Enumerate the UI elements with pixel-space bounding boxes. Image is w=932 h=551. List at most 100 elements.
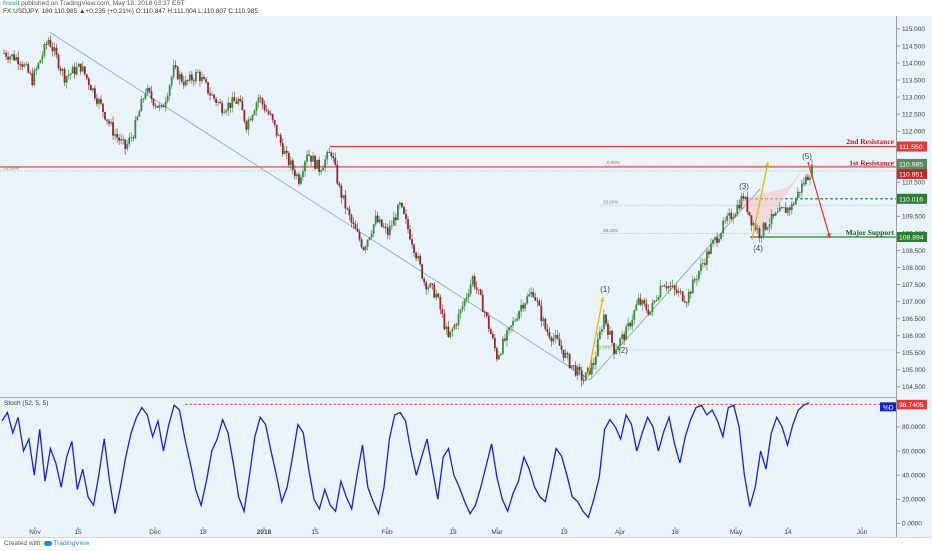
candle-body: [372, 224, 375, 234]
candle-body: [615, 349, 617, 354]
candle-body: [142, 98, 145, 100]
wave1-arrow-head: [600, 297, 605, 302]
candle-body: [522, 304, 525, 309]
time-axis[interactable]: Nov 15 Dec 18 2018 15 Feb 19 Mar 19 Apr 16 May 14 Jun: [29, 527, 868, 536]
candle-body: [700, 263, 702, 272]
candle-body: [362, 247, 365, 251]
candle-body: [443, 313, 446, 330]
resistance-1-label: 1st Resistance: [849, 158, 894, 167]
candle-body: [435, 293, 438, 298]
created-with: Created with TradingView: [4, 540, 90, 547]
candle-body: [180, 73, 183, 82]
candle-body: [588, 367, 591, 375]
candle-body: [209, 93, 211, 96]
candle-body: [718, 238, 720, 243]
candle-body: [190, 74, 193, 81]
candle-body: [689, 291, 692, 294]
price-pane[interactable]: 2nd Resistance 1st Resistance Major Suppor…: [0, 26, 927, 391]
x-tick-label: Nov: [29, 529, 41, 536]
candle-body: [502, 338, 504, 354]
candle-body: [447, 326, 450, 337]
candle-body: [552, 338, 555, 342]
candle-body: [401, 202, 403, 207]
candle-body: [304, 161, 306, 172]
x-tick-label: 15: [311, 529, 319, 536]
candle-body: [736, 204, 739, 215]
projection-arrow-head: [826, 233, 831, 238]
tradingview-brand[interactable]: TradingView: [53, 540, 90, 547]
candle-body: [633, 310, 636, 320]
y-tick-label: 107.000: [902, 299, 926, 306]
y-tick-label: 115.000: [902, 26, 925, 33]
x-tick-label: 18: [199, 529, 207, 536]
publish-info: fxsixit published on TradingView.com, Ma…: [3, 0, 185, 7]
candle-body: [21, 64, 24, 67]
candle-body: [306, 154, 308, 162]
candle-body: [609, 330, 611, 335]
candle-body: [249, 119, 252, 121]
candle-body: [201, 77, 203, 81]
candle-body: [409, 229, 411, 240]
candle-body: [324, 159, 327, 168]
y-tick-label: 113.000: [902, 94, 925, 101]
candle-body: [199, 71, 201, 81]
candle-body: [673, 285, 676, 290]
resistance-2-label: 2nd Resistance: [846, 137, 894, 146]
candle-body: [485, 312, 488, 317]
candle-body: [803, 183, 805, 185]
candle-body: [768, 224, 771, 228]
candle-body: [239, 98, 242, 102]
candle-body: [675, 289, 678, 293]
candle-body: [346, 208, 349, 210]
resistance-2-badge: [897, 141, 927, 152]
candle-body: [574, 365, 577, 376]
y-tick-label: 108.000: [902, 265, 926, 272]
candle-body: [411, 239, 413, 245]
candle-body: [455, 324, 458, 326]
candle-body: [708, 251, 710, 255]
candle-body: [481, 294, 484, 312]
candle-body: [526, 296, 529, 304]
candle-body: [195, 72, 197, 82]
major-support-label: Major Support: [846, 228, 895, 237]
candle-body: [289, 160, 292, 166]
candle-body: [465, 297, 468, 300]
candle-body: [9, 56, 11, 60]
x-tick-label: Dec: [149, 529, 161, 536]
candle-body: [265, 110, 268, 112]
candle-body: [786, 207, 789, 213]
candle-body: [655, 300, 658, 302]
wave1-arrow: [587, 296, 604, 377]
candle-body: [158, 105, 161, 108]
x-tick-label: 15: [74, 529, 82, 536]
candle-body: [300, 176, 302, 184]
stoch-value-badge: [897, 399, 927, 410]
y-tick-label: 113.500: [902, 77, 925, 84]
candle-body: [538, 301, 541, 306]
candle-body: [388, 225, 391, 236]
candle-body: [532, 292, 535, 297]
candle-body: [475, 287, 478, 290]
candle-body: [100, 99, 102, 104]
candle-body: [659, 285, 662, 298]
candle-body: [150, 91, 153, 99]
candle-body: [231, 97, 234, 108]
wave-annotations: (1) (2) (3) (4) (5): [600, 152, 812, 355]
candle-body: [120, 139, 123, 141]
candle-body: [790, 203, 793, 211]
stoch-tick-label: 60.0000: [902, 448, 926, 455]
candle-body: [639, 298, 642, 305]
candle-body: [564, 352, 567, 358]
candle-body: [43, 43, 46, 56]
candle-body: [65, 76, 68, 83]
candle-body: [57, 54, 60, 69]
candle-body: [205, 79, 207, 83]
candle-body: [322, 167, 325, 171]
projection-arrow: [807, 161, 831, 239]
candle-body: [520, 304, 523, 312]
candle-body: [560, 345, 563, 350]
stochastic-pane[interactable]: Stoch (52, 5, 5) 0.0000 20.0000 40.0000 60.…: [1, 399, 927, 528]
candle-body: [110, 122, 112, 124]
candle-body: [467, 293, 470, 298]
publisher-name[interactable]: fxsixit: [3, 0, 20, 7]
